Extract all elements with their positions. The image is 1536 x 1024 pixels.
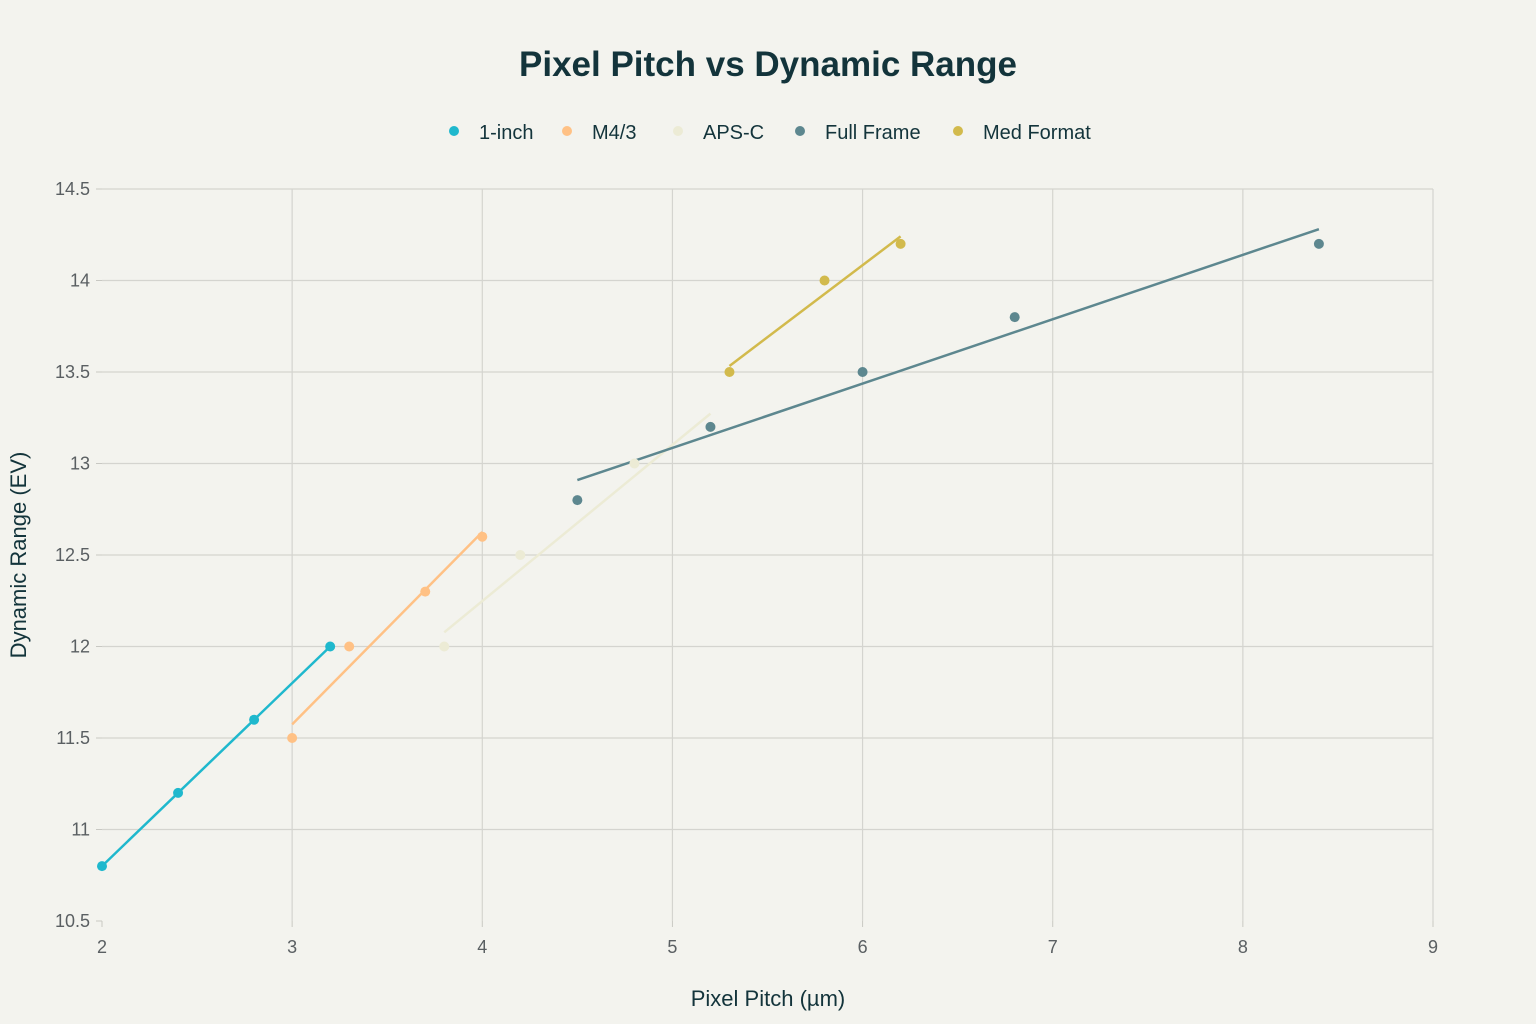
x-tick-label: 5 [667,937,677,957]
axis-ticks: 2 3 4 5 6 7 8 9 10.5 11 11.5 12 12.5 13 13.5 14 14.5 [55,179,1438,957]
data-point [287,733,298,743]
legend-item[interactable]: Med Format [953,122,1091,144]
chart-title: Pixel Pitch vs Dynamic Range [519,45,1017,84]
y-tick-label: 13 [70,454,90,474]
x-tick-label: 4 [477,937,487,957]
data-point [173,787,184,798]
data-points [97,238,1324,872]
data-point [629,458,640,469]
data-point [572,495,583,506]
data-point [249,714,260,725]
data-point [515,550,526,560]
legend-label: 1-inch [479,122,533,144]
trendline-1-inch [101,645,332,868]
data-point [1009,312,1020,323]
legend-marker [449,126,459,136]
grid [102,188,1434,921]
y-tick-label: 12.5 [55,545,90,565]
legend-label: APS-C [703,122,764,144]
x-tick-label: 7 [1048,937,1058,957]
data-point [819,275,830,286]
y-tick-label: 14 [70,271,90,291]
legend-marker [562,126,572,136]
data-point [857,367,868,377]
y-tick-label: 10.5 [55,911,90,931]
trendline-aps-c [443,412,712,634]
legend[interactable]: 1-inch M4/3 APS-C Full Frame Med Format [449,122,1091,144]
trendline-m4-3 [291,531,484,726]
data-point [439,641,450,652]
y-axis-label: Dynamic Range (EV) [6,452,31,659]
data-point [1313,238,1324,249]
legend-label: Full Frame [825,122,921,144]
y-tick-label: 12 [70,637,90,657]
legend-item[interactable]: APS-C [673,122,764,144]
data-point [895,238,906,249]
trendlines [101,227,1320,868]
x-axis-label: Pixel Pitch (µm) [691,986,845,1011]
data-point [705,421,716,432]
legend-marker [953,126,963,136]
legend-item[interactable]: 1-inch [449,122,533,144]
data-point [344,641,355,652]
data-point [325,641,336,652]
x-tick-label: 2 [97,937,107,957]
x-tick-label: 9 [1428,937,1438,957]
trendline-med-format [728,235,902,367]
data-point [420,586,431,597]
data-point [477,531,488,542]
legend-item[interactable]: Full Frame [795,122,921,144]
data-point [724,367,735,377]
legend-label: M4/3 [592,122,636,144]
legend-label: Med Format [983,122,1091,144]
y-tick-label: 13.5 [55,362,90,382]
y-tick-label: 11 [71,820,90,840]
data-point [97,861,107,872]
x-tick-label: 6 [858,937,868,957]
legend-marker [673,126,683,136]
y-tick-label: 11.5 [56,728,90,748]
x-tick-label: 8 [1238,937,1248,957]
legend-marker [795,126,805,136]
y-tick-label: 14.5 [55,179,90,199]
x-tick-label: 3 [287,937,297,957]
legend-item[interactable]: M4/3 [562,122,636,144]
trendline-full-frame [576,227,1320,482]
